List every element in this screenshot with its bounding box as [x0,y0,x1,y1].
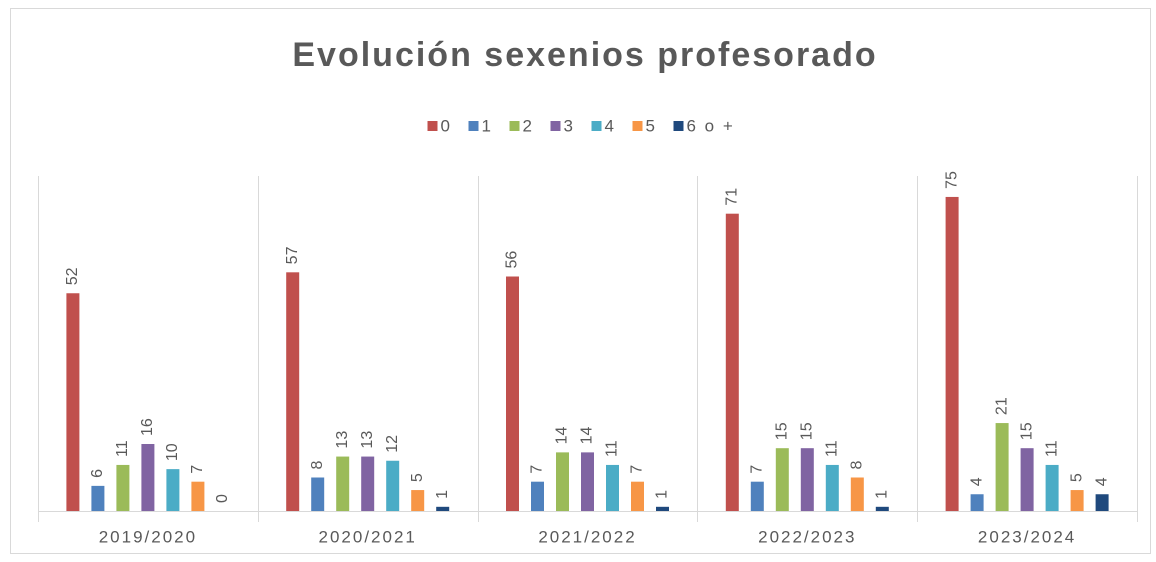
data-label: 7 [629,465,646,474]
data-label: 11 [114,440,131,457]
legend-swatch [550,121,561,131]
data-label: 15 [799,422,816,440]
data-label: 4 [1093,477,1110,486]
data-label: 21 [993,397,1010,415]
bar [411,490,425,511]
data-label: 6 [89,469,106,478]
data-label: 56 [504,251,521,269]
bar [436,506,450,511]
bar [116,464,130,511]
data-label: 52 [64,267,81,285]
bar [386,460,400,511]
bar [995,423,1009,511]
data-label: 16 [139,418,156,436]
bar [531,481,544,511]
data-label: 0 [214,494,231,503]
legend-swatch [591,121,602,131]
bar [1020,448,1034,511]
bar [1045,464,1059,511]
bar [800,448,814,511]
data-label: 10 [164,443,181,461]
x-tick-label: 2023/2024 [978,527,1076,546]
data-label: 14 [579,426,596,444]
bar [336,456,350,511]
x-tick-label: 2019/2020 [99,527,197,546]
bar [191,481,205,511]
bar [850,477,864,511]
data-label: 1 [874,490,891,499]
bar [775,448,789,511]
bar [166,469,180,511]
data-label: 13 [359,431,376,449]
x-tick-label: 2022/2023 [758,527,856,546]
legend-label: 3 [564,116,575,135]
data-label: 8 [849,461,866,470]
bar [361,456,375,511]
bar [91,485,105,511]
bar [141,444,155,511]
bar [581,452,594,511]
data-label: 7 [529,465,546,474]
data-label: 8 [309,461,326,470]
bar [750,481,764,511]
bar [945,196,959,511]
data-label: 13 [334,431,351,449]
bar [656,506,669,511]
bar [311,477,325,511]
chart-title: Evolución sexenios profesorado [292,36,877,74]
data-label: 1 [654,490,671,499]
x-tick-label: 2021/2022 [538,527,636,546]
data-label: 75 [943,171,960,189]
chart-border [10,8,1151,554]
data-label: 4 [968,477,985,486]
data-label: 7 [189,465,206,474]
bar [506,276,519,511]
bar [875,506,889,511]
data-label: 71 [724,188,741,206]
legend-swatch [468,121,479,131]
legend-label: 0 [441,116,452,135]
legend-label: 6 o + [687,116,735,135]
legend-label: 5 [646,116,657,135]
data-label: 1 [434,490,451,499]
data-label: 15 [774,422,791,440]
legend-swatch [509,121,520,131]
data-label: 57 [284,246,301,264]
data-label: 7 [749,465,766,474]
legend-swatch [427,121,438,131]
bar [1095,494,1109,511]
data-label: 11 [824,440,841,457]
bar [66,293,80,511]
data-label: 11 [604,440,621,457]
legend-label: 2 [523,116,534,135]
legend-label: 1 [482,116,493,135]
bar [631,481,644,511]
data-label: 12 [384,435,401,453]
bar [970,494,984,511]
legend-label: 4 [605,116,616,135]
legend-swatch [673,121,684,131]
data-label: 11 [1043,440,1060,457]
bar [825,464,839,511]
data-label: 5 [409,473,426,482]
bar [1070,490,1084,511]
data-label: 15 [1018,422,1035,440]
data-label: 14 [554,426,571,444]
x-tick-label: 2020/2021 [319,527,417,546]
bar [286,272,300,511]
bar [556,452,569,511]
bar [606,464,619,511]
bar [725,213,739,511]
legend-swatch [632,121,643,131]
data-label: 5 [1068,473,1085,482]
